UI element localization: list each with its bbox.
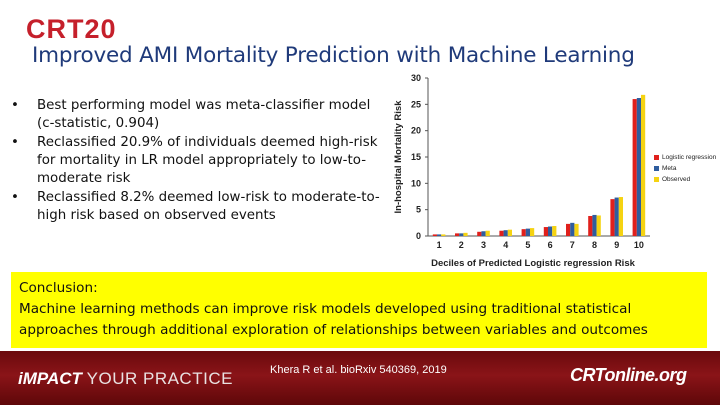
legend-item: Meta	[654, 163, 716, 174]
bar-meta	[548, 226, 553, 236]
bullet-marker: •	[11, 98, 19, 113]
crtonline-logo: CRTonline.org	[570, 365, 687, 385]
y-tick-label: 30	[411, 73, 421, 83]
slide-title: Improved AMI Mortality Prediction with M…	[32, 43, 635, 68]
y-tick-label: 10	[411, 178, 421, 188]
bar-logistic-regression	[432, 234, 437, 236]
legend-item: Logistic regression	[654, 152, 716, 163]
bar-meta	[481, 231, 486, 236]
bar-meta	[437, 234, 442, 236]
bar-meta	[459, 233, 464, 236]
bullet-item: • Reclassified 20.9% of individuals deem…	[8, 134, 388, 188]
bar-observed	[574, 223, 579, 236]
conclusion-text: Machine learning methods can improve ris…	[19, 301, 648, 338]
bar-logistic-regression	[543, 227, 548, 236]
chart-svg: 0 5 10 15 20 25 30 1 2 3 4 5 6 7 8 9 10 Deciles of Predic…	[393, 73, 650, 269]
legend-label: Meta	[662, 165, 677, 172]
bullet-item: • Best performing model was meta-classif…	[8, 97, 388, 133]
bullet-item: • Reclassified 8.2% deemed low-risk to m…	[8, 189, 388, 225]
bullet-marker: •	[11, 190, 19, 205]
bullet-marker: •	[11, 135, 19, 150]
y-tick-label: 5	[416, 205, 421, 215]
legend-swatch	[654, 155, 659, 160]
legend-label: Observed	[662, 176, 691, 183]
crt20-logo: CRT20	[26, 14, 117, 44]
x-tick-label: 4	[503, 240, 508, 250]
bar-observed	[530, 228, 535, 236]
footer-bar: iMPACT YOUR PRACTICE Khera R et al. bioR…	[0, 351, 720, 405]
bar-logistic-regression	[610, 199, 615, 236]
bar-logistic-regression	[566, 223, 571, 236]
legend-item: Observed	[654, 174, 716, 185]
bar-logistic-regression	[521, 229, 526, 236]
x-tick-label: 3	[481, 240, 486, 250]
y-tick-label: 20	[411, 126, 421, 136]
bar-logistic-regression	[455, 233, 460, 236]
bar-meta	[614, 197, 619, 236]
x-tick-label: 1	[437, 240, 442, 250]
bar-logistic-regression	[588, 215, 593, 236]
y-tick-label: 0	[416, 231, 421, 241]
chart-legend: Logistic regression Meta Observed	[654, 152, 716, 185]
bar-observed	[596, 215, 601, 236]
bar-meta	[592, 214, 597, 236]
impact-word: iMPACT	[18, 369, 82, 388]
bar-meta	[570, 222, 575, 236]
x-tick-label: 7	[570, 240, 575, 250]
x-tick-label: 2	[459, 240, 464, 250]
legend-swatch	[654, 177, 659, 182]
bar-observed	[618, 197, 623, 236]
logo-text: CRT20	[26, 13, 117, 44]
x-tick-label: 10	[634, 240, 644, 250]
mortality-bar-chart: 0 5 10 15 20 25 30 1 2 3 4 5 6 7 8 9 10 Deciles of Predic…	[388, 68, 660, 272]
bullet-text: Reclassified 8.2% deemed low-risk to mod…	[37, 190, 380, 223]
bar-observed	[441, 234, 446, 236]
bar-observed	[507, 229, 512, 236]
legend-label: Logistic regression	[662, 154, 717, 161]
legend-swatch	[654, 166, 659, 171]
bar-observed	[641, 94, 646, 236]
bar-meta	[636, 98, 641, 236]
bar-observed	[463, 232, 468, 236]
bar-logistic-regression	[477, 231, 482, 236]
y-tick-label: 25	[411, 99, 421, 109]
citation: Khera R et al. bioRxiv 540369, 2019	[270, 364, 447, 376]
bar-meta	[525, 228, 530, 236]
bar-observed	[552, 225, 557, 236]
bullet-list: • Best performing model was meta-classif…	[8, 97, 388, 226]
impact-rest: YOUR PRACTICE	[86, 369, 233, 388]
bar-logistic-regression	[632, 99, 637, 236]
bar-logistic-regression	[499, 230, 504, 236]
x-tick-label: 9	[614, 240, 619, 250]
y-axis-title: In-hospital Mortality Risk	[393, 100, 404, 214]
conclusion-heading: Conclusion:	[19, 280, 98, 296]
bullet-text: Reclassified 20.9% of individuals deemed…	[37, 135, 378, 186]
y-tick-label: 15	[411, 152, 421, 162]
conclusion-box: Conclusion: Machine learning methods can…	[11, 272, 707, 348]
bar-observed	[485, 230, 490, 236]
impact-tagline: iMPACT YOUR PRACTICE	[18, 369, 233, 389]
x-axis-title: Deciles of Predicted Logistic regression…	[431, 258, 636, 269]
bar-meta	[503, 230, 508, 236]
bullet-text: Best performing model was meta-classifie…	[37, 98, 371, 131]
x-tick-label: 8	[592, 240, 597, 250]
x-tick-label: 6	[548, 240, 553, 250]
x-tick-label: 5	[525, 240, 530, 250]
